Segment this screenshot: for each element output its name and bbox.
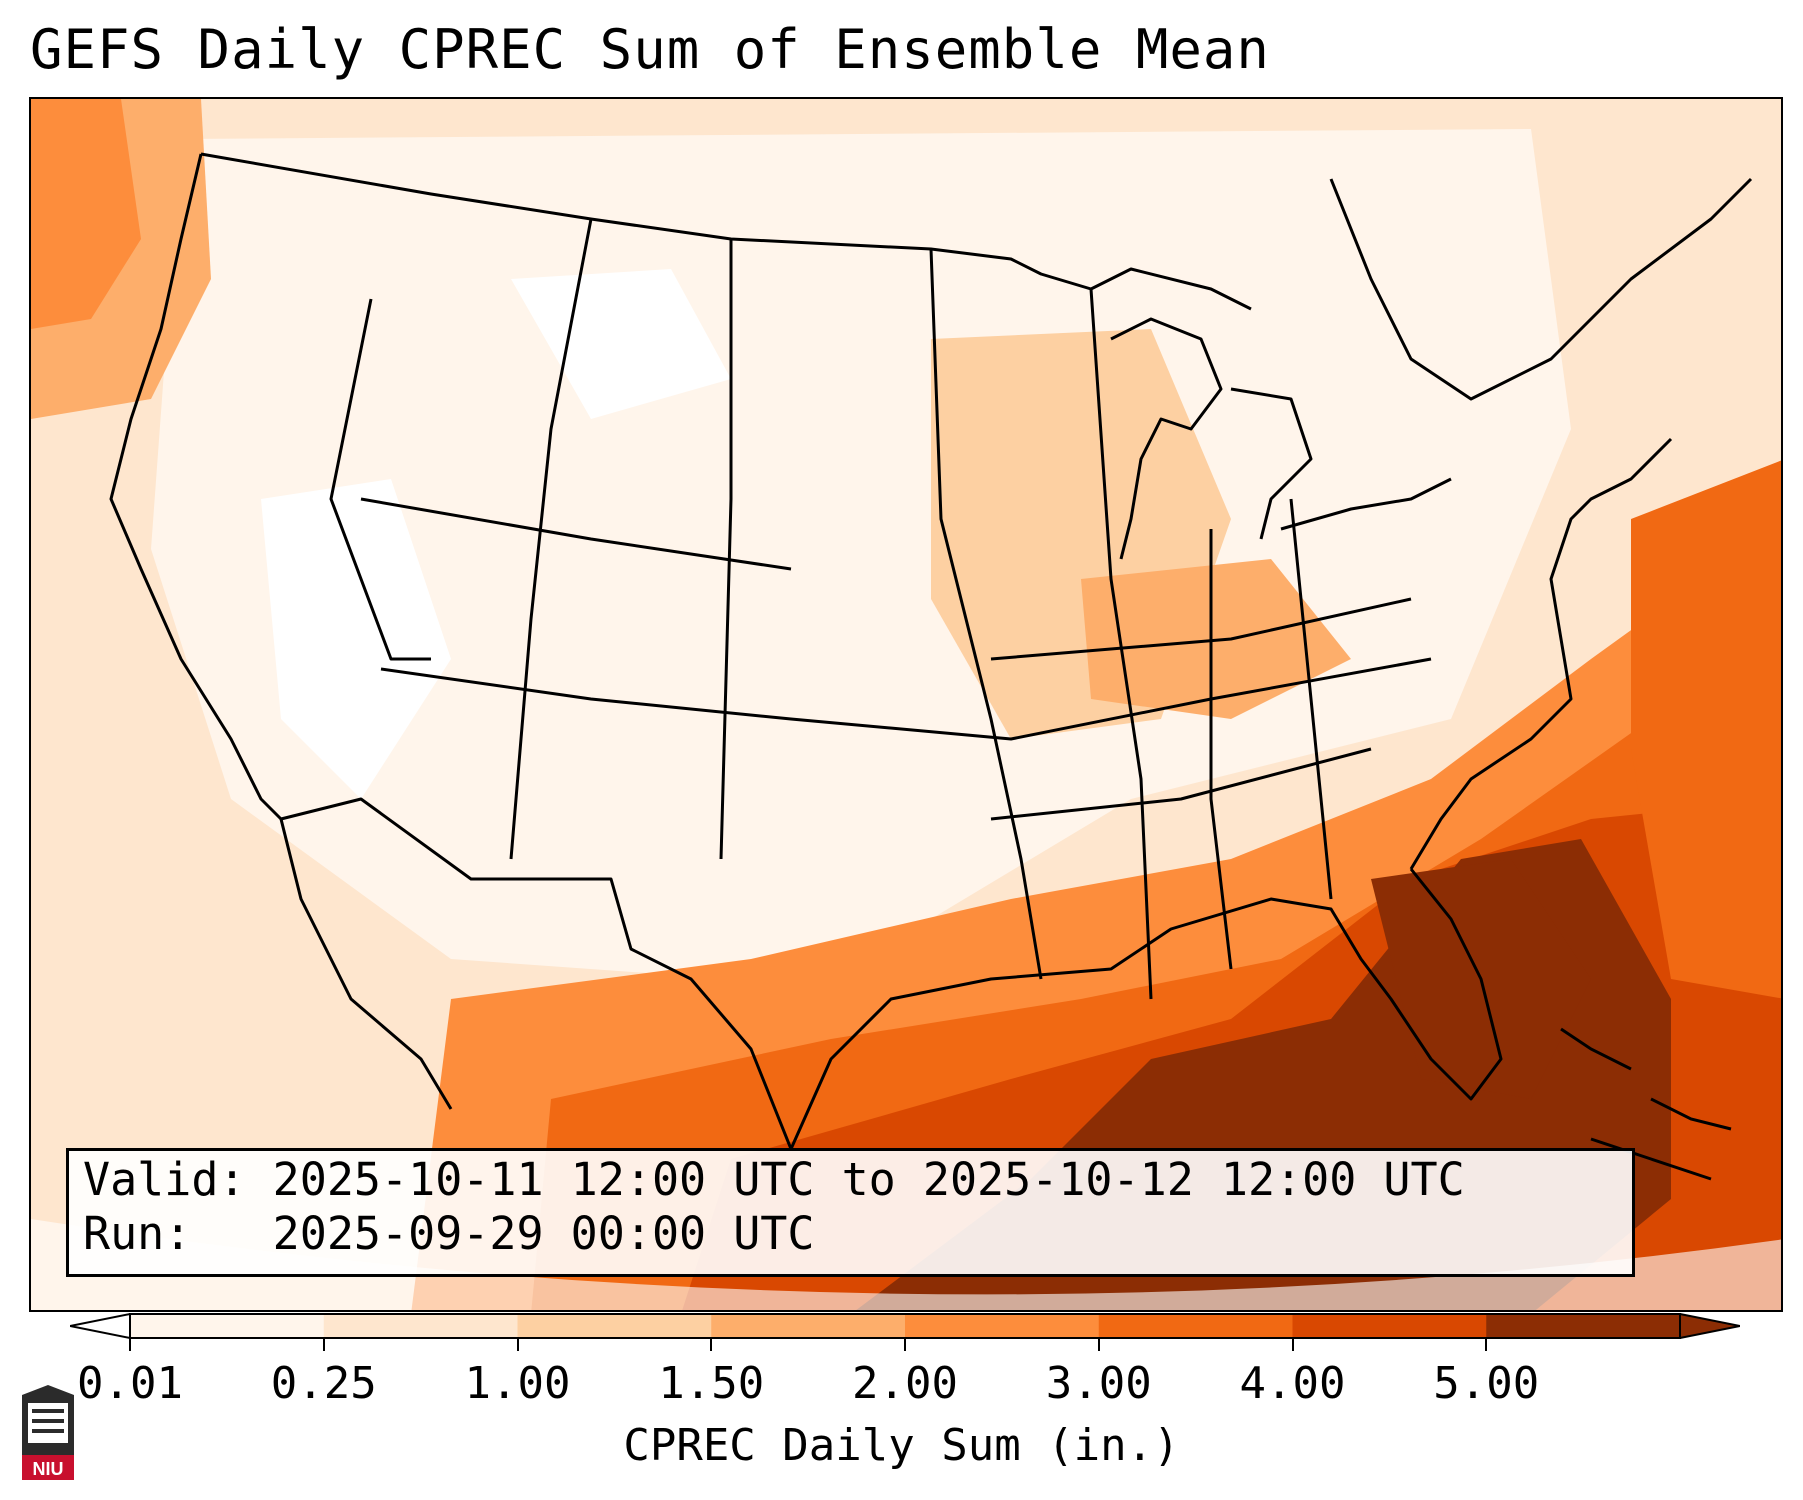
state-line-col-1 — [509, 218, 593, 860]
field-projection-edge — [31, 1219, 1781, 1310]
field-light-interior — [151, 129, 1571, 979]
valid-time-text: Valid: 2025-10-11 12:00 UTC to 2025-10-1… — [83, 1153, 1465, 1206]
gulf-coast — [789, 868, 1503, 1150]
colorbar-tick-label: 0.01 — [77, 1358, 183, 1409]
colorbar-tick — [1485, 1337, 1488, 1351]
colorbar-tick-label: 1.50 — [658, 1358, 765, 1409]
colorbar-segment — [323, 1314, 518, 1338]
colorbar-tick-label: 0.25 — [270, 1358, 377, 1409]
colorbar-segment — [905, 1314, 1100, 1338]
colorbar-under-extension — [70, 1313, 131, 1339]
niu-logo-icon: NIU — [22, 1385, 74, 1480]
state-line-col-5 — [1209, 529, 1233, 970]
field-atlantic — [1631, 460, 1781, 999]
colorbar-label: CPREC Daily Sum (in.) — [623, 1420, 1180, 1471]
colorbar-tick — [322, 1337, 325, 1351]
precipitation-map — [29, 97, 1783, 1312]
colorbar-segment — [1486, 1314, 1681, 1338]
west-coast — [109, 153, 283, 821]
caribbean-islands — [1560, 1027, 1732, 1181]
us-canada-border — [200, 152, 1252, 311]
colorbar-segment — [517, 1314, 712, 1338]
colorbar-tick-label: 4.00 — [1239, 1358, 1346, 1409]
colorbar-segment — [711, 1314, 906, 1338]
colorbar-tick-label: 1.00 — [464, 1358, 571, 1409]
logo-text: NIU — [33, 1459, 64, 1479]
state-line-col-3 — [929, 248, 1043, 980]
colorbar-tick — [516, 1337, 519, 1351]
state-line-row-3 — [990, 597, 1412, 661]
colorbar-segment — [1292, 1314, 1487, 1338]
us-mexico-border — [280, 797, 793, 1150]
valid-run-info-box: Valid: 2025-10-11 12:00 UTC to 2025-10-1… — [66, 1148, 1635, 1277]
colorbar-tick-label: 5.00 — [1433, 1358, 1540, 1409]
state-line-col-2 — [719, 239, 733, 860]
state-line-col-4 — [1089, 288, 1153, 1000]
field-pacific-nw-core — [31, 99, 141, 329]
state-line-col-6 — [1289, 498, 1333, 900]
colorbar-tick — [710, 1337, 713, 1351]
state-line-row-2 — [380, 657, 1432, 741]
lake-erie-ontario — [1280, 477, 1452, 531]
field-dry-nevada — [261, 479, 451, 799]
state-line-row-4 — [990, 747, 1372, 821]
map-canvas — [31, 99, 1781, 1310]
colorbar-over-extension — [1679, 1313, 1740, 1339]
colorbar-segment — [1098, 1314, 1293, 1338]
st-lawrence — [1329, 177, 1753, 401]
map-borders — [109, 152, 1753, 1150]
colorbar-tick — [1291, 1337, 1294, 1351]
colorbar-tick — [1097, 1337, 1100, 1351]
colorbar-tick-label: 2.00 — [852, 1358, 958, 1409]
field-dry-montana — [511, 269, 731, 419]
colorbar-segment — [130, 1314, 325, 1338]
colorbar-tick — [904, 1337, 906, 1351]
baja-coast — [279, 818, 453, 1110]
run-time-text: Run: 2025-09-29 00:00 UTC — [83, 1207, 815, 1260]
east-coast — [1409, 437, 1673, 870]
colorbar-tick-label: 3.00 — [1045, 1358, 1152, 1409]
state-line-row-1 — [360, 497, 792, 571]
map-title: GEFS Daily CPREC Sum of Ensemble Mean — [30, 18, 1270, 81]
colorbar-tick — [129, 1337, 131, 1351]
state-line-nv-ca — [329, 298, 431, 661]
lake-michigan — [1110, 317, 1223, 560]
colorbar — [70, 1313, 1740, 1339]
lake-huron — [1230, 387, 1313, 540]
